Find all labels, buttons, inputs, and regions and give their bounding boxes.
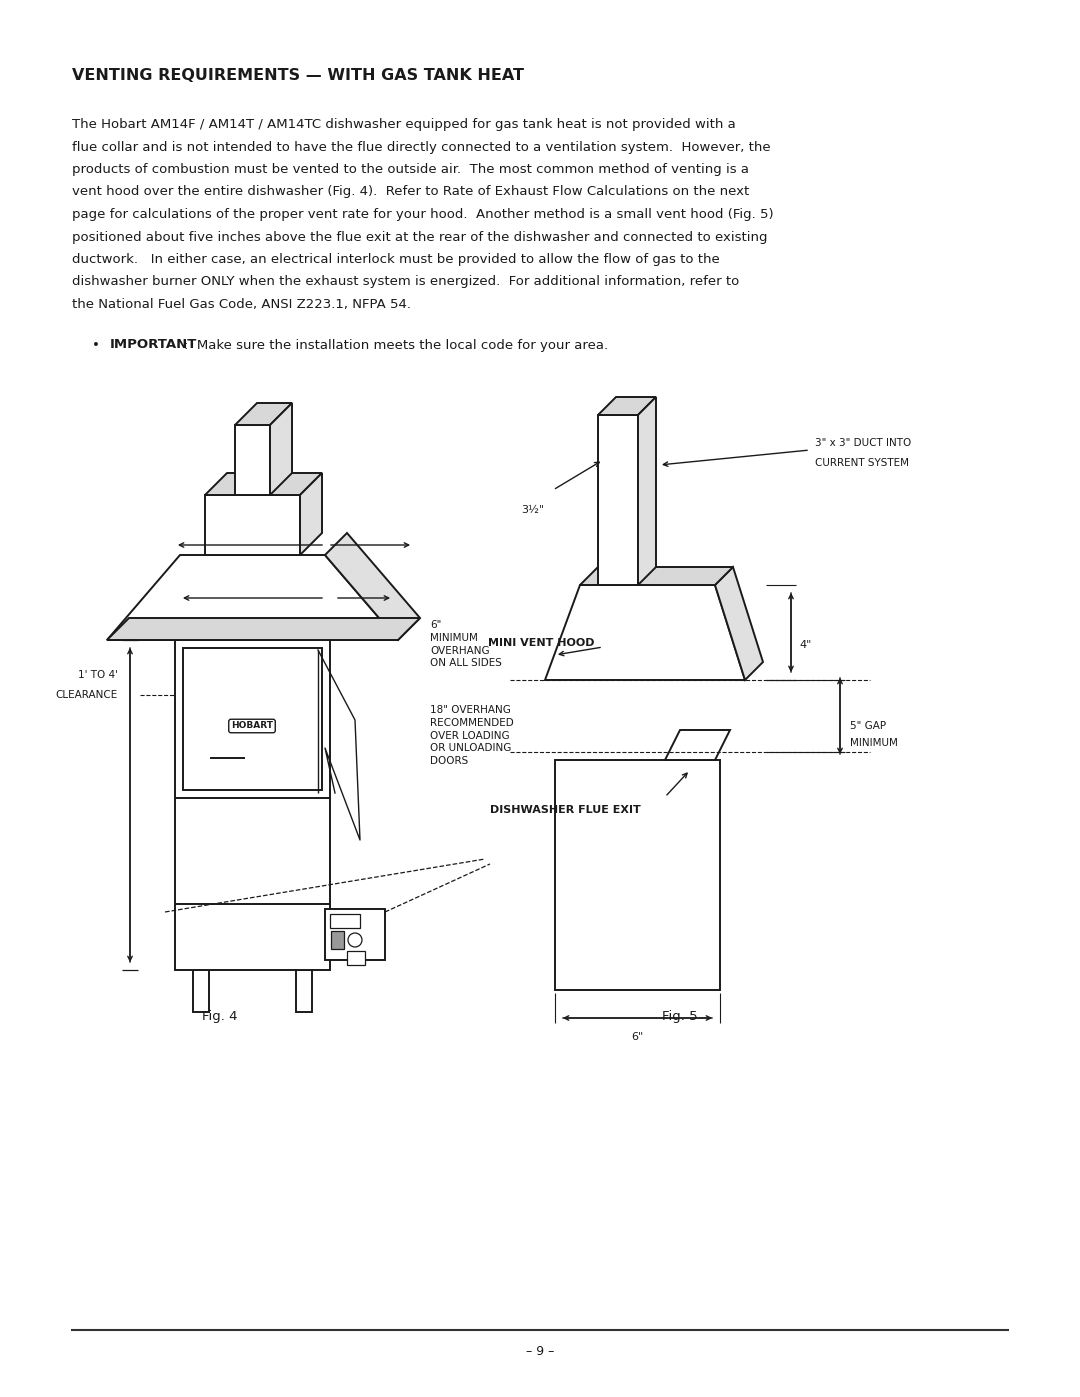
Text: CURRENT SYSTEM: CURRENT SYSTEM	[815, 458, 909, 468]
Text: 3½": 3½"	[522, 504, 544, 515]
Polygon shape	[107, 555, 399, 640]
Bar	[183, 648, 322, 789]
Text: positioned about five inches above the flue exit at the rear of the dishwasher a: positioned about five inches above the f…	[72, 231, 768, 243]
Text: dishwasher burner ONLY when the exhaust system is energized.  For additional inf: dishwasher burner ONLY when the exhaust …	[72, 275, 739, 289]
Polygon shape	[325, 534, 420, 640]
Text: •: •	[92, 338, 99, 352]
Text: products of combustion must be vented to the outside air.  The most common metho: products of combustion must be vented to…	[72, 163, 750, 176]
Bar	[325, 909, 384, 960]
Text: 6": 6"	[631, 1032, 643, 1042]
Text: 5" GAP: 5" GAP	[850, 721, 886, 731]
Text: VENTING REQUIREMENTS — WITH GAS TANK HEAT: VENTING REQUIREMENTS — WITH GAS TANK HEA…	[72, 68, 524, 82]
Polygon shape	[300, 474, 322, 555]
Bar	[330, 914, 360, 928]
Text: 6"
MINIMUM
OVERHANG
ON ALL SIDES: 6" MINIMUM OVERHANG ON ALL SIDES	[430, 620, 502, 668]
Text: DISHWASHER FLUE EXIT: DISHWASHER FLUE EXIT	[490, 805, 640, 814]
Text: MINIMUM: MINIMUM	[850, 738, 897, 747]
Bar	[193, 970, 210, 1011]
Polygon shape	[638, 397, 656, 585]
Polygon shape	[205, 474, 322, 495]
Text: HOBART: HOBART	[231, 721, 273, 731]
Bar	[555, 760, 720, 990]
Text: vent hood over the entire dishwasher (Fig. 4).  Refer to Rate of Exhaust Flow Ca: vent hood over the entire dishwasher (Fi…	[72, 186, 750, 198]
Polygon shape	[598, 397, 656, 415]
Polygon shape	[270, 402, 292, 495]
Text: – 9 –: – 9 –	[526, 1345, 554, 1358]
Polygon shape	[715, 567, 762, 680]
Text: MINI VENT HOOD: MINI VENT HOOD	[488, 638, 594, 648]
Text: 18" OVERHANG
RECOMMENDED
OVER LOADING
OR UNLOADING
DOORS: 18" OVERHANG RECOMMENDED OVER LOADING OR…	[430, 705, 514, 766]
Bar	[235, 425, 270, 495]
Text: 4": 4"	[799, 640, 811, 650]
Bar	[175, 640, 330, 970]
Text: page for calculations of the proper vent rate for your hood.  Another method is : page for calculations of the proper vent…	[72, 208, 773, 221]
Polygon shape	[235, 402, 292, 425]
Bar	[598, 415, 638, 585]
Text: Fig. 5: Fig. 5	[662, 1010, 698, 1023]
Bar	[330, 930, 345, 949]
Text: 1' TO 4': 1' TO 4'	[78, 671, 118, 680]
Text: 3" x 3" DUCT INTO: 3" x 3" DUCT INTO	[815, 439, 912, 448]
Polygon shape	[665, 731, 730, 760]
Text: flue collar and is not intended to have the flue directly connected to a ventila: flue collar and is not intended to have …	[72, 141, 771, 154]
Polygon shape	[107, 617, 420, 640]
Bar	[347, 951, 365, 965]
Text: :  Make sure the installation meets the local code for your area.: : Make sure the installation meets the l…	[184, 338, 608, 352]
Text: The Hobart AM14F / AM14T / AM14TC dishwasher equipped for gas tank heat is not p: The Hobart AM14F / AM14T / AM14TC dishwa…	[72, 117, 735, 131]
Bar	[205, 495, 300, 555]
Polygon shape	[580, 567, 733, 585]
Text: CLEARANCE: CLEARANCE	[56, 690, 118, 700]
Text: Fig. 4: Fig. 4	[202, 1010, 238, 1023]
Polygon shape	[545, 585, 745, 680]
Text: IMPORTANT: IMPORTANT	[110, 338, 198, 352]
Text: ductwork.   In either case, an electrical interlock must be provided to allow th: ductwork. In either case, an electrical …	[72, 253, 719, 265]
Text: the National Fuel Gas Code, ANSI Z223.1, NFPA 54.: the National Fuel Gas Code, ANSI Z223.1,…	[72, 298, 411, 312]
Bar	[296, 970, 312, 1011]
